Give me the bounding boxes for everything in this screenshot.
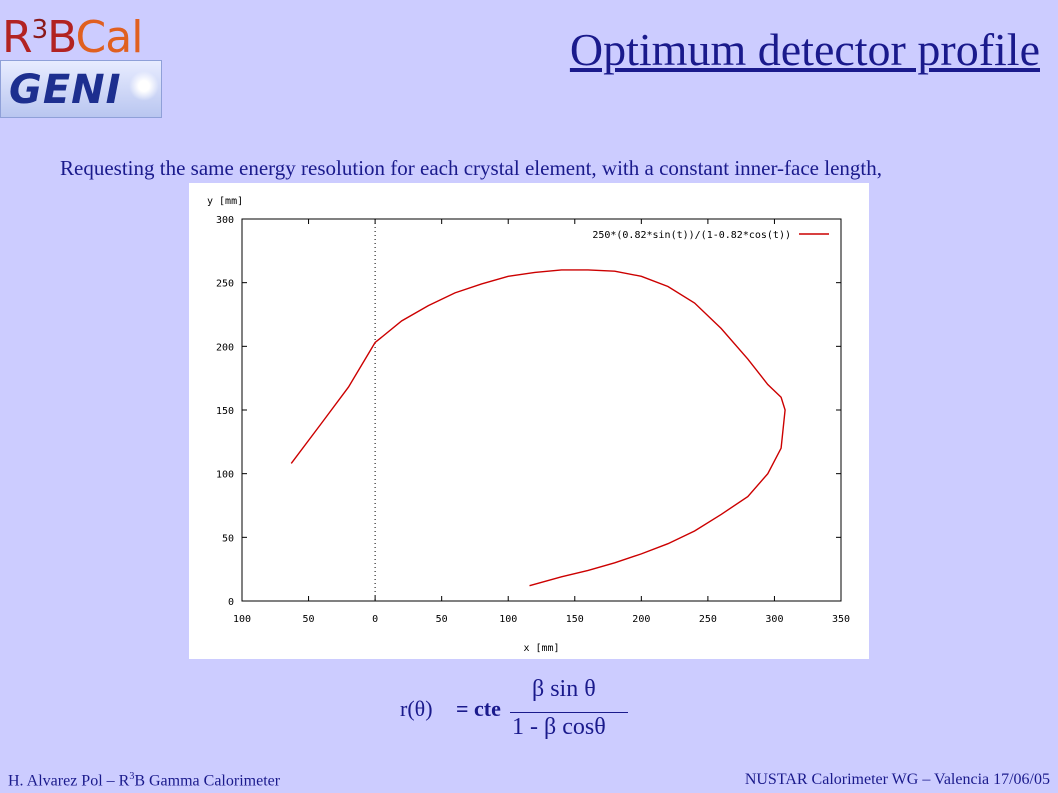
r3bcal-logo-text: R3BCal xyxy=(2,12,143,63)
x-tick-label: 150 xyxy=(566,614,584,625)
x-tick-label: 50 xyxy=(436,614,448,625)
x-tick-label: 350 xyxy=(832,614,850,625)
y-tick-label: 200 xyxy=(216,342,234,353)
y-tick-label: 0 xyxy=(228,597,234,608)
series-curve xyxy=(290,269,786,587)
x-tick-label: 50 xyxy=(303,614,315,625)
profile-formula: r(θ) = cte β sin θ 1 - β cosθ xyxy=(400,676,640,746)
slide-title: Optimum detector profile xyxy=(569,24,1040,75)
y-axis-label: y [mm] xyxy=(207,196,243,207)
geni-logo: GENI xyxy=(0,60,162,118)
x-tick-label: 200 xyxy=(632,614,650,625)
x-tick-label: 250 xyxy=(699,614,717,625)
footer-event: NUSTAR Calorimeter WG – Valencia 17/06/0… xyxy=(744,771,1050,788)
formula-numerator: β sin θ xyxy=(532,676,596,702)
x-tick-label: 0 xyxy=(372,614,378,625)
profile-plot: 100 50 0 50 100 150 200 250 300 350 0 50 100 150 200 25… xyxy=(189,183,869,659)
y-tick-label: 50 xyxy=(222,533,234,544)
star-flare-icon xyxy=(129,71,159,101)
formula-denominator: 1 - β cosθ xyxy=(512,714,606,740)
formula-fraction-bar xyxy=(510,712,628,713)
r3bcal-geni-logo: R3BCal GENI xyxy=(0,0,162,120)
y-tick-label: 300 xyxy=(216,215,234,226)
x-tick-label: 300 xyxy=(765,614,783,625)
formula-lhs: r(θ) xyxy=(400,696,433,721)
formula-equals: = cte xyxy=(456,696,501,721)
legend-label: 250*(0.82*sin(t))/(1-0.82*cos(t)) xyxy=(592,230,791,241)
geni-logo-text: GENI xyxy=(9,67,122,113)
slide-body-text: Requesting the same energy resolution fo… xyxy=(60,156,882,180)
x-tick-label: 100 xyxy=(499,614,517,625)
footer-author: H. Alvarez Pol – R3B Gamma Calorimeter xyxy=(8,771,281,790)
x-tick-label: 100 xyxy=(233,614,251,625)
x-axis-label: x [mm] xyxy=(523,643,559,654)
y-tick-label: 150 xyxy=(216,406,234,417)
y-tick-label: 250 xyxy=(216,279,234,290)
profile-plot-svg: 100 50 0 50 100 150 200 250 300 350 0 50 100 150 200 25… xyxy=(207,196,850,654)
y-tick-label: 100 xyxy=(216,470,234,481)
